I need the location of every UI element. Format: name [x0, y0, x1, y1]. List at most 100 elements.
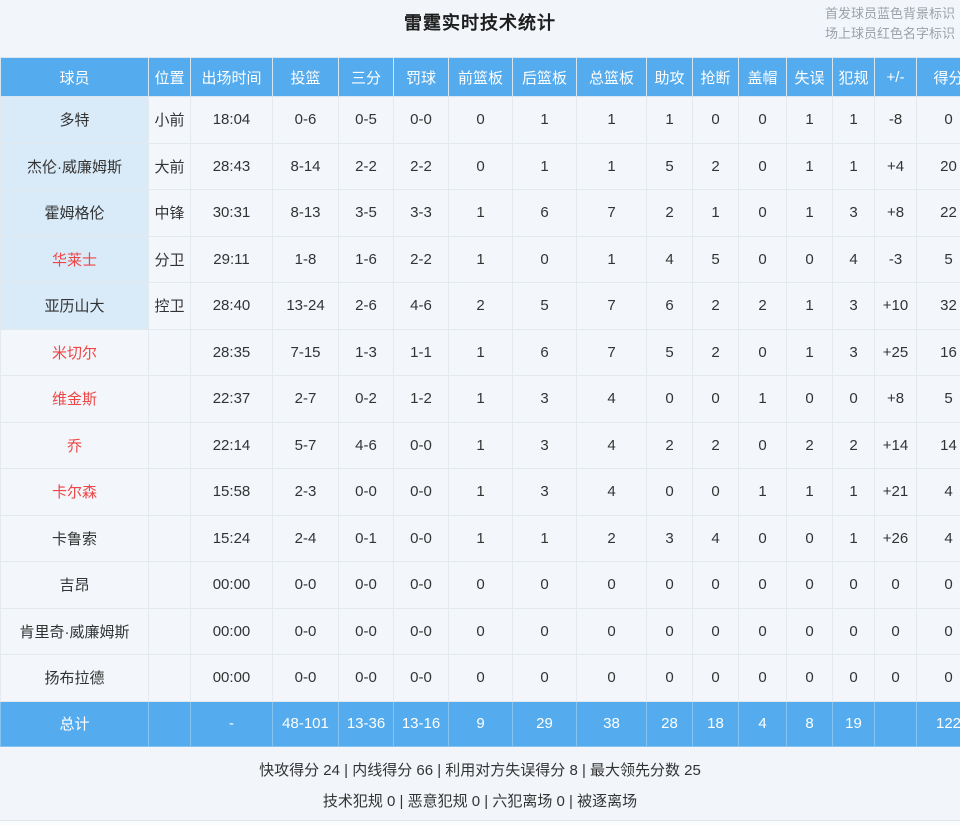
- stat-total-reb: 1: [576, 235, 647, 283]
- stat-steals: 5: [692, 235, 739, 283]
- summary-line-2: 技术犯规 0 | 恶意犯规 0 | 六犯离场 0 | 被逐离场: [322, 792, 638, 810]
- stat-total-reb: 0: [576, 607, 647, 655]
- stat-fg: 8-14: [272, 142, 339, 190]
- stat-fouls: 0: [832, 654, 875, 702]
- stat-fg: 0-6: [272, 96, 339, 144]
- player-name: 卡鲁索: [0, 514, 149, 562]
- stat-ft: 0-0: [393, 607, 449, 655]
- stat-minutes: 00:00: [190, 607, 273, 655]
- col-header-steals: 抢断: [692, 57, 739, 97]
- stat-points: 0: [916, 96, 960, 144]
- player-row: 卡鲁索 15:24 2-4 0-1 0-0 1 1 2 3 4 0 0 1 +26 4: [0, 514, 960, 562]
- stat-plus-minus: 0: [874, 654, 917, 702]
- stat-three-pt: 1-6: [338, 235, 394, 283]
- stat-def-reb: 0: [512, 235, 577, 283]
- stat-position: [148, 421, 191, 469]
- col-header-turnovers: 失误: [786, 57, 833, 97]
- stat-total-reb: 1: [576, 142, 647, 190]
- stat-plus-minus: +14: [874, 421, 917, 469]
- player-row: 维金斯 22:37 2-7 0-2 1-2 1 3 4 0 0 1 0 0 +8 5: [0, 375, 960, 423]
- stat-position: [148, 654, 191, 702]
- stat-assists: 1: [646, 96, 693, 144]
- stat-position: 大前: [148, 142, 191, 190]
- stat-points: 22: [916, 189, 960, 237]
- stat-turnovers: 1: [786, 142, 833, 190]
- total-blocks: 4: [738, 700, 787, 747]
- stat-fouls: 2: [832, 421, 875, 469]
- stat-fouls: 1: [832, 96, 875, 144]
- total-turnovers: 8: [786, 700, 833, 747]
- stat-blocks: 0: [738, 142, 787, 190]
- total-plus-minus: [874, 700, 917, 747]
- total-off-reb: 9: [448, 700, 513, 747]
- stat-fouls: 0: [832, 375, 875, 423]
- player-row: 杰伦·威廉姆斯 大前 28:43 8-14 2-2 2-2 0 1 1 5 2 0 1 1 +4 20: [0, 142, 960, 190]
- stat-fouls: 1: [832, 468, 875, 516]
- stat-assists: 5: [646, 142, 693, 190]
- stat-turnovers: 1: [786, 96, 833, 144]
- stat-minutes: 00:00: [190, 654, 273, 702]
- stat-def-reb: 0: [512, 561, 577, 609]
- stat-points: 4: [916, 468, 960, 516]
- player-name: 杰伦·威廉姆斯: [0, 142, 149, 190]
- legend: 首发球员蓝色背景标识 场上球员红色名字标识: [825, 4, 955, 44]
- player-row: 多特 小前 18:04 0-6 0-5 0-0 0 1 1 1 0 0 1 1 -8 0: [0, 96, 960, 144]
- stat-total-reb: 7: [576, 328, 647, 376]
- stat-minutes: 15:58: [190, 468, 273, 516]
- stat-off-reb: 0: [448, 607, 513, 655]
- total-def-reb: 29: [512, 700, 577, 747]
- stat-ft: 0-0: [393, 514, 449, 562]
- stat-three-pt: 0-0: [338, 607, 394, 655]
- stat-steals: 2: [692, 142, 739, 190]
- stat-fg: 13-24: [272, 282, 339, 330]
- stat-steals: 0: [692, 607, 739, 655]
- stat-turnovers: 0: [786, 654, 833, 702]
- player-name: 乔: [0, 421, 149, 469]
- stat-blocks: 0: [738, 235, 787, 283]
- stat-off-reb: 1: [448, 514, 513, 562]
- stat-turnovers: 1: [786, 468, 833, 516]
- stat-three-pt: 0-0: [338, 654, 394, 702]
- stat-assists: 0: [646, 468, 693, 516]
- stat-minutes: 28:40: [190, 282, 273, 330]
- stat-minutes: 22:14: [190, 421, 273, 469]
- stat-fg: 0-0: [272, 561, 339, 609]
- player-row: 肯里奇·威廉姆斯 00:00 0-0 0-0 0-0 0 0 0 0 0 0 0 0 0 0: [0, 607, 960, 655]
- stat-points: 0: [916, 607, 960, 655]
- page-header: 雷霆实时技术统计 首发球员蓝色背景标识 场上球员红色名字标识: [0, 0, 960, 57]
- col-header-three-pt: 三分: [338, 57, 394, 97]
- stat-plus-minus: +4: [874, 142, 917, 190]
- stat-off-reb: 1: [448, 235, 513, 283]
- total-position: [148, 700, 191, 747]
- stat-blocks: 0: [738, 421, 787, 469]
- stat-total-reb: 1: [576, 96, 647, 144]
- stat-points: 5: [916, 375, 960, 423]
- stat-ft: 0-0: [393, 561, 449, 609]
- player-name: 亚历山大: [0, 282, 149, 330]
- stat-turnovers: 0: [786, 514, 833, 562]
- stat-three-pt: 2-6: [338, 282, 394, 330]
- stat-turnovers: 1: [786, 328, 833, 376]
- stat-off-reb: 1: [448, 468, 513, 516]
- stat-off-reb: 1: [448, 328, 513, 376]
- stat-def-reb: 3: [512, 421, 577, 469]
- stat-points: 32: [916, 282, 960, 330]
- stat-assists: 2: [646, 189, 693, 237]
- stat-points: 0: [916, 654, 960, 702]
- stat-total-reb: 4: [576, 421, 647, 469]
- stat-minutes: 28:35: [190, 328, 273, 376]
- stat-blocks: 0: [738, 607, 787, 655]
- stat-fg: 8-13: [272, 189, 339, 237]
- stat-fouls: 4: [832, 235, 875, 283]
- stat-position: 小前: [148, 96, 191, 144]
- stat-def-reb: 6: [512, 189, 577, 237]
- stat-turnovers: 2: [786, 421, 833, 469]
- stat-minutes: 30:31: [190, 189, 273, 237]
- stat-points: 14: [916, 421, 960, 469]
- stat-def-reb: 0: [512, 654, 577, 702]
- stat-def-reb: 1: [512, 96, 577, 144]
- stat-def-reb: 6: [512, 328, 577, 376]
- total-points: 122: [916, 700, 960, 747]
- stat-plus-minus: +26: [874, 514, 917, 562]
